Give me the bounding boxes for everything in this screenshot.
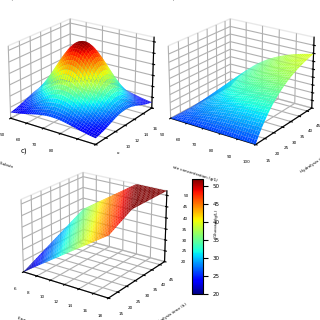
Y-axis label: Hydrolysis time (h): Hydrolysis time (h) [153, 302, 188, 320]
Y-axis label: Enzyme loading (FPU/g): Enzyme loading (FPU/g) [135, 146, 179, 176]
X-axis label: Substrate concentration (g/L): Substrate concentration (g/L) [159, 161, 218, 183]
X-axis label: Substrate concentration (g/L): Substrate concentration (g/L) [0, 161, 58, 183]
Text: c): c) [21, 147, 28, 154]
X-axis label: Enzyme loading (FPU/g): Enzyme loading (FPU/g) [17, 316, 65, 320]
Y-axis label: Hydrolysis time (h): Hydrolysis time (h) [300, 149, 320, 173]
